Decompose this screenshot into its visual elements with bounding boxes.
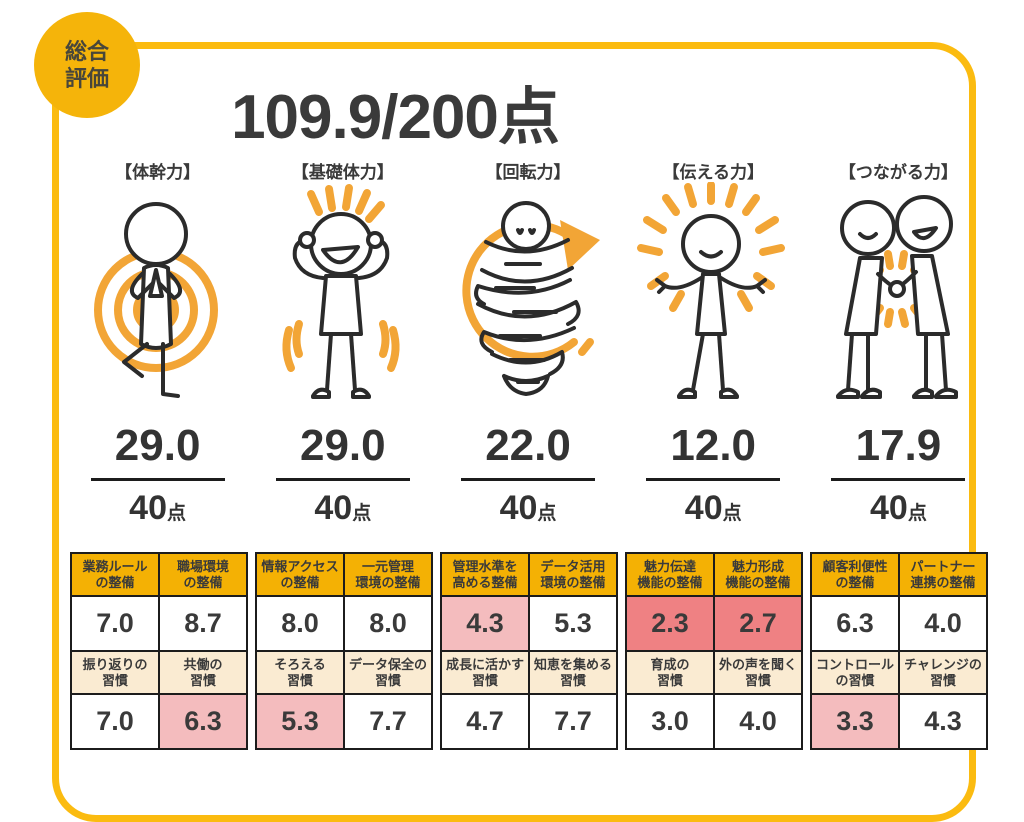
shukan-header: 育成の 習慣 — [625, 650, 715, 695]
score-divider — [831, 478, 966, 481]
shukan-header: チャレンジの 習慣 — [898, 650, 988, 695]
seibi-value: 6.3 — [810, 595, 900, 652]
category-max: 40点 — [129, 489, 187, 527]
score-group-core: 業務ルール の整備 職場環境 の整備 7.0 8.7 振り返りの 習慣 共働の … — [70, 552, 248, 750]
shukan-value: 7.7 — [528, 693, 618, 750]
open-arms-icon — [637, 182, 786, 399]
shukan-value: 4.3 — [898, 693, 988, 750]
shukan-value: 7.0 — [70, 693, 160, 750]
shukan-value: 3.3 — [810, 693, 900, 750]
category-label: 【つながる力】 — [838, 163, 958, 182]
shukan-header: コントロール の習慣 — [810, 650, 900, 695]
seibi-value: 2.7 — [713, 595, 803, 652]
shukan-value: 5.3 — [255, 693, 345, 750]
seibi-header: 管理水準を 高める整備 — [440, 552, 530, 597]
category-score: 12.0 — [670, 421, 757, 470]
category-max: 40点 — [314, 489, 372, 527]
score-group-basic-strength: 情報アクセス の整備 一元管理 環境の整備 8.0 8.0 そろえる 習慣 デー… — [255, 552, 433, 750]
score-divider — [461, 478, 595, 481]
seibi-value: 8.0 — [255, 595, 345, 652]
category-max: 40点 — [869, 489, 927, 527]
seibi-value: 4.3 — [440, 595, 530, 652]
category-basic-strength: 【基礎体力】 29.0 40点 — [253, 158, 432, 528]
seibi-value: 8.7 — [158, 595, 248, 652]
shukan-header: 成長に活かす 習慣 — [440, 650, 530, 695]
shukan-header: 振り返りの 習慣 — [70, 650, 160, 695]
detail-score-tables: 業務ルール の整備 職場環境 の整備 7.0 8.7 振り返りの 習慣 共働の … — [70, 552, 988, 750]
score-divider — [646, 478, 781, 481]
muscle-flex-icon — [282, 184, 400, 399]
category-label: 【回転力】 — [485, 163, 571, 182]
seibi-value: 7.0 — [70, 595, 160, 652]
score-group-rotation: 管理水準を 高める整備 データ活用 環境の整備 4.3 5.3 成長に活かす 習… — [440, 552, 618, 750]
category-score: 17.9 — [855, 421, 942, 470]
seibi-header: 情報アクセス の整備 — [255, 552, 345, 597]
shukan-header: そろえる 習慣 — [255, 650, 345, 695]
overall-evaluation-badge: 総合 評価 — [34, 12, 140, 118]
seibi-header: 魅力伝達 機能の整備 — [625, 552, 715, 597]
seibi-header: 一元管理 環境の整備 — [343, 552, 433, 597]
seibi-value: 2.3 — [625, 595, 715, 652]
category-rotation: 【回転力】 22.0 40点 — [438, 158, 617, 528]
shukan-value: 4.7 — [440, 693, 530, 750]
shukan-value: 6.3 — [158, 693, 248, 750]
score-divider — [90, 478, 225, 481]
category-score: 22.0 — [485, 421, 571, 470]
seibi-header: パートナー 連携の整備 — [898, 552, 988, 597]
seibi-header: 職場環境 の整備 — [158, 552, 248, 597]
seibi-header: 魅力形成 機能の整備 — [713, 552, 803, 597]
category-label: 【体幹力】 — [115, 163, 201, 182]
shukan-header: 外の声を聞く 習慣 — [713, 650, 803, 695]
category-max: 40点 — [684, 489, 742, 527]
category-connection: 【つながる力】 17.9 40点 — [809, 158, 988, 528]
shukan-value: 7.7 — [343, 693, 433, 750]
seibi-header: 顧客利便性 の整備 — [810, 552, 900, 597]
category-score: 29.0 — [114, 421, 201, 470]
shukan-header: 共働の 習慣 — [158, 650, 248, 695]
spinning-top-icon — [462, 201, 600, 396]
category-max: 40点 — [499, 489, 557, 527]
category-columns: 【体幹力】 29.0 40点 【基礎体力】 — [68, 158, 988, 528]
category-score: 29.0 — [299, 421, 386, 470]
shukan-value: 4.0 — [713, 693, 803, 750]
seibi-value: 4.0 — [898, 595, 988, 652]
seibi-header: データ活用 環境の整備 — [528, 552, 618, 597]
seibi-value: 5.3 — [528, 595, 618, 652]
category-communication: 【伝える力】 12.0 40点 — [624, 158, 803, 528]
balance-pose-icon — [93, 202, 218, 398]
handshake-icon — [836, 195, 959, 399]
seibi-header: 業務ルール の整備 — [70, 552, 160, 597]
score-group-connection: 顧客利便性 の整備 パートナー 連携の整備 6.3 4.0 コントロール の習慣… — [810, 552, 988, 750]
category-label: 【伝える力】 — [662, 163, 764, 182]
shukan-header: 知恵を集める 習慣 — [528, 650, 618, 695]
total-score-title: 109.9/200点 — [231, 83, 560, 152]
category-label: 【基礎体力】 — [291, 163, 394, 182]
score-divider — [275, 478, 410, 481]
category-core: 【体幹力】 29.0 40点 — [68, 158, 247, 528]
score-group-communication: 魅力伝達 機能の整備 魅力形成 機能の整備 2.3 2.7 育成の 習慣 外の声… — [625, 552, 803, 750]
shukan-header: データ保全の 習慣 — [343, 650, 433, 695]
shukan-value: 3.0 — [625, 693, 715, 750]
seibi-value: 8.0 — [343, 595, 433, 652]
